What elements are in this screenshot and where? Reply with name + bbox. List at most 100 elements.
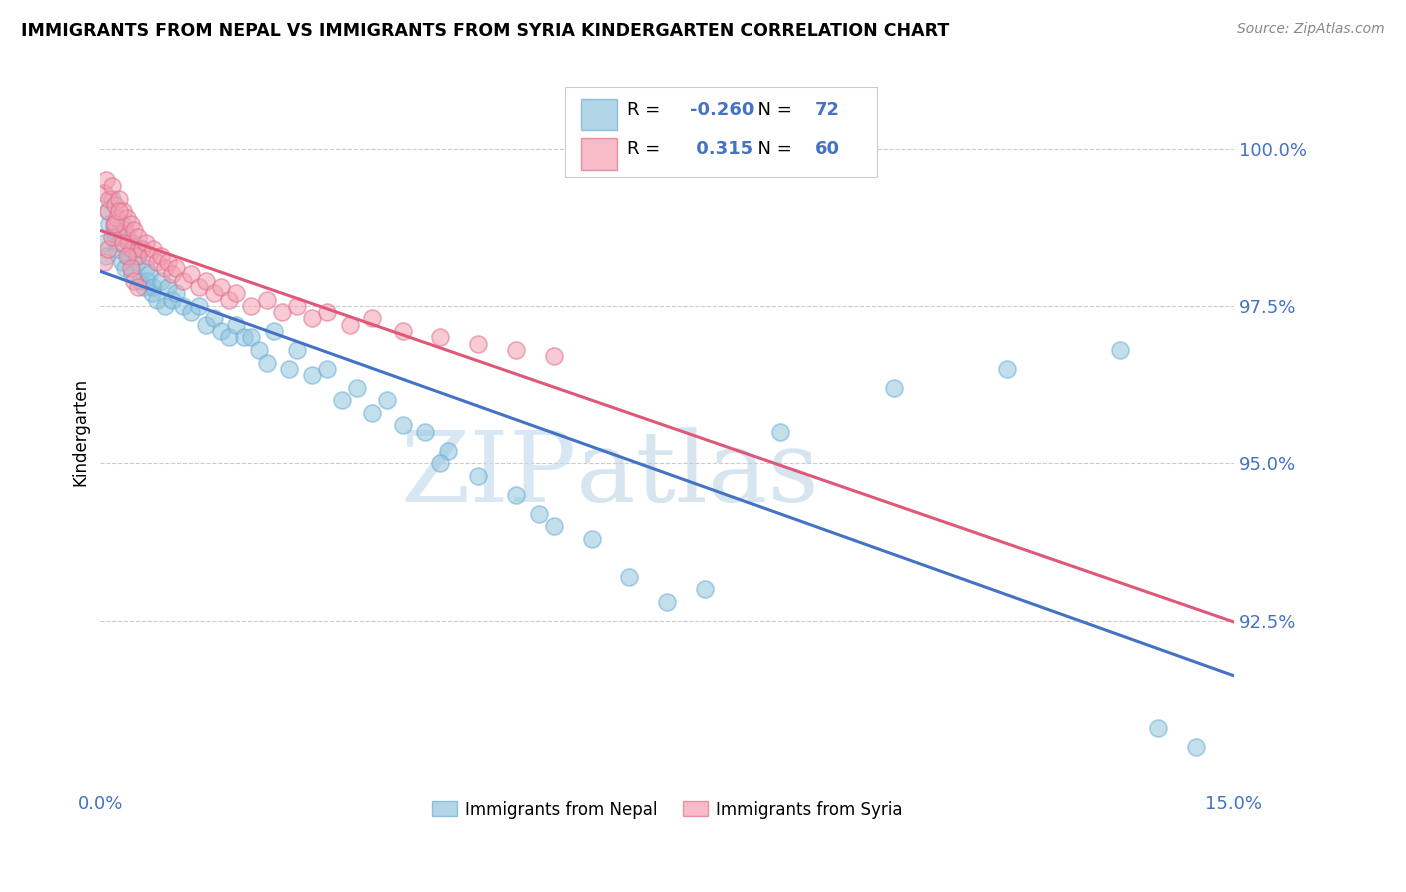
FancyBboxPatch shape: [581, 99, 617, 130]
Point: [172, 299, 194, 313]
Text: IMMIGRANTS FROM NEPAL VS IMMIGRANTS FROM SYRIA KINDERGARTEN CORRELATION CHART: IMMIGRANTS FROM NEPAL VS IMMIGRANTS FROM…: [21, 22, 949, 40]
Text: Source: ZipAtlas.com: Source: ZipAtlas.com: [1237, 22, 1385, 37]
Point: [655, 595, 678, 609]
Point: [149, 248, 172, 262]
Point: [120, 217, 142, 231]
Point: [278, 362, 301, 376]
Point: [120, 242, 142, 256]
Point: [104, 198, 127, 212]
Point: [111, 235, 134, 250]
Point: [1109, 343, 1132, 357]
Point: [505, 343, 527, 357]
Point: [316, 362, 339, 376]
Point: [361, 406, 384, 420]
Point: [127, 229, 149, 244]
Point: [543, 349, 565, 363]
Point: [141, 286, 163, 301]
Point: [114, 223, 136, 237]
Point: [104, 229, 127, 244]
Point: [263, 324, 285, 338]
Point: [165, 286, 187, 301]
Text: 72: 72: [814, 101, 839, 119]
Point: [195, 318, 218, 332]
Point: [146, 255, 169, 269]
Point: [131, 242, 153, 256]
Point: [138, 248, 160, 262]
Point: [142, 280, 165, 294]
Point: [218, 330, 240, 344]
Point: [125, 248, 148, 262]
Point: [93, 255, 115, 269]
Point: [98, 192, 121, 206]
Point: [97, 204, 120, 219]
Point: [693, 582, 716, 596]
Point: [125, 255, 148, 269]
Point: [160, 293, 183, 307]
Text: N =: N =: [747, 140, 797, 159]
Point: [118, 235, 141, 250]
Point: [124, 223, 146, 237]
Legend: Immigrants from Nepal, Immigrants from Syria: Immigrants from Nepal, Immigrants from S…: [425, 794, 910, 825]
Point: [467, 468, 489, 483]
Point: [256, 293, 278, 307]
Point: [467, 336, 489, 351]
Point: [115, 211, 138, 225]
Point: [97, 204, 120, 219]
Point: [339, 318, 361, 332]
Point: [346, 381, 368, 395]
Point: [377, 393, 399, 408]
Point: [115, 229, 138, 244]
Point: [180, 305, 202, 319]
Point: [429, 330, 451, 344]
Point: [124, 235, 146, 250]
Point: [127, 280, 149, 294]
Point: [97, 242, 120, 256]
Point: [103, 217, 125, 231]
Point: [110, 229, 132, 244]
Point: [270, 305, 292, 319]
Point: [391, 418, 413, 433]
Point: [240, 299, 263, 313]
Point: [187, 280, 209, 294]
Point: [769, 425, 792, 439]
Point: [157, 280, 180, 294]
Point: [240, 330, 263, 344]
Point: [391, 324, 413, 338]
Point: [413, 425, 436, 439]
Point: [96, 248, 118, 262]
Point: [93, 235, 115, 250]
Point: [134, 280, 156, 294]
Text: atlas: atlas: [576, 427, 820, 523]
Point: [149, 274, 172, 288]
Point: [209, 280, 232, 294]
Point: [142, 242, 165, 256]
Text: 60: 60: [814, 140, 839, 159]
Point: [121, 242, 143, 256]
Point: [96, 173, 118, 187]
Point: [138, 268, 160, 282]
Point: [202, 286, 225, 301]
Point: [100, 229, 122, 244]
FancyBboxPatch shape: [581, 138, 617, 169]
Point: [543, 519, 565, 533]
Point: [98, 217, 121, 231]
Point: [128, 274, 150, 288]
Point: [120, 261, 142, 276]
Point: [135, 261, 157, 276]
Point: [111, 217, 134, 231]
Point: [429, 456, 451, 470]
Point: [256, 355, 278, 369]
Point: [114, 261, 136, 276]
Point: [247, 343, 270, 357]
Point: [110, 255, 132, 269]
Point: [153, 261, 176, 276]
Point: [103, 223, 125, 237]
Point: [361, 311, 384, 326]
Point: [527, 507, 550, 521]
Text: R =: R =: [627, 101, 666, 119]
Point: [100, 192, 122, 206]
Point: [172, 274, 194, 288]
Point: [136, 274, 159, 288]
Point: [100, 179, 122, 194]
Text: ZIP: ZIP: [401, 427, 576, 523]
